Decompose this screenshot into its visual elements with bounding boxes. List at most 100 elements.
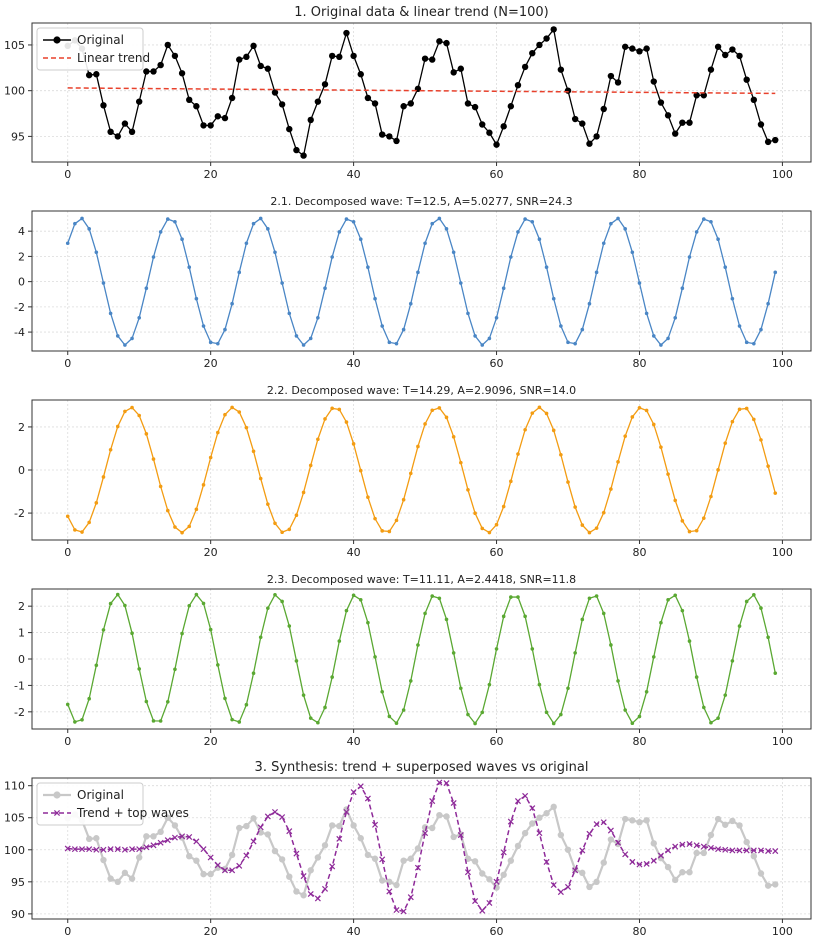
data-point xyxy=(537,405,542,410)
x-tick-label: 100 xyxy=(772,925,793,938)
data-point xyxy=(144,699,149,704)
series-line xyxy=(67,406,776,534)
data-point xyxy=(730,296,735,301)
data-point xyxy=(186,833,193,840)
data-point xyxy=(759,327,763,332)
data-point xyxy=(536,41,543,49)
data-point xyxy=(107,128,114,136)
data-point xyxy=(766,301,770,306)
data-point xyxy=(236,862,243,869)
data-point xyxy=(101,281,106,285)
data-point xyxy=(650,840,657,847)
data-point xyxy=(664,112,672,119)
data-point xyxy=(659,445,663,449)
data-point xyxy=(614,79,622,86)
data-point xyxy=(194,296,199,301)
series-line xyxy=(67,217,776,346)
data-point xyxy=(257,62,264,70)
data-point xyxy=(114,846,121,853)
data-point xyxy=(629,858,636,865)
data-point xyxy=(85,835,93,843)
data-point xyxy=(278,856,286,863)
data-point xyxy=(173,667,177,672)
data-point xyxy=(85,71,93,79)
data-point xyxy=(772,136,779,144)
data-point xyxy=(686,840,693,848)
data-point xyxy=(93,71,100,78)
x-tick-label: 100 xyxy=(772,357,793,370)
data-point xyxy=(701,516,706,520)
data-point xyxy=(366,265,370,269)
series-line xyxy=(67,804,776,897)
data-point xyxy=(430,408,435,413)
data-point xyxy=(714,815,722,823)
data-point xyxy=(164,837,171,844)
data-point xyxy=(664,863,672,871)
data-point xyxy=(450,69,457,76)
data-point xyxy=(207,122,214,129)
data-point xyxy=(201,324,206,328)
x-tick-label: 60 xyxy=(490,546,504,559)
chart-title: 1. Original data & linear trend (N=100) xyxy=(294,5,548,20)
data-point xyxy=(486,899,493,907)
data-point xyxy=(715,846,722,853)
data-point xyxy=(251,671,256,676)
plot-frame xyxy=(31,22,812,163)
data-point xyxy=(307,867,314,874)
data-point xyxy=(214,113,222,120)
data-point xyxy=(321,842,329,849)
data-point xyxy=(679,841,686,848)
data-point xyxy=(444,617,449,622)
data-point xyxy=(557,889,564,896)
data-point xyxy=(509,255,513,259)
data-point xyxy=(350,52,357,60)
data-point xyxy=(180,237,184,242)
data-point xyxy=(643,45,650,52)
data-point xyxy=(350,789,357,796)
data-point xyxy=(293,850,300,857)
data-point xyxy=(473,511,477,516)
data-point xyxy=(316,437,320,442)
data-point xyxy=(444,415,449,420)
data-point xyxy=(216,430,220,435)
data-point xyxy=(330,406,334,411)
data-point xyxy=(487,682,492,687)
chart-panel-1: 1. Original data & linear trend (N=100) 0… xyxy=(4,5,812,181)
data-point xyxy=(400,908,407,915)
data-point xyxy=(551,296,556,301)
data-point xyxy=(680,608,685,613)
data-point xyxy=(593,821,600,828)
data-point xyxy=(686,119,693,126)
data-point xyxy=(130,405,134,410)
data-point xyxy=(200,122,207,129)
data-point xyxy=(80,717,84,722)
data-point xyxy=(371,855,379,862)
y-tick-label: 110 xyxy=(4,780,25,793)
data-point xyxy=(121,869,129,877)
data-point xyxy=(759,606,763,610)
data-point xyxy=(273,592,277,597)
data-point xyxy=(421,55,429,62)
data-point xyxy=(701,705,706,710)
data-point xyxy=(73,528,77,532)
data-point xyxy=(165,508,170,513)
data-point xyxy=(101,628,106,632)
data-point xyxy=(287,527,292,532)
data-point xyxy=(744,340,749,345)
data-point xyxy=(208,627,213,632)
data-point xyxy=(330,675,334,679)
legend: Original Trend + top waves xyxy=(36,782,189,826)
data-point xyxy=(401,708,406,712)
data-point xyxy=(716,716,720,720)
data-point xyxy=(737,624,742,628)
data-point xyxy=(630,250,635,255)
data-point xyxy=(423,241,427,246)
data-point xyxy=(650,857,657,864)
data-point xyxy=(700,849,707,857)
y-tick-label: 95 xyxy=(11,130,25,143)
data-point xyxy=(743,838,750,846)
data-point xyxy=(730,659,735,663)
data-point xyxy=(757,847,764,854)
data-point xyxy=(637,714,642,719)
data-point xyxy=(750,96,758,104)
